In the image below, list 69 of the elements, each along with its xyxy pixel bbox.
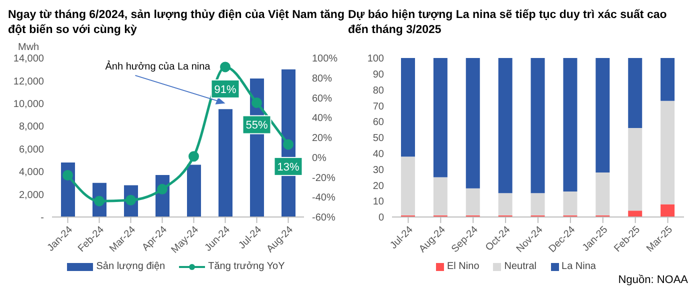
y-tick-label: 12,000 bbox=[13, 76, 44, 88]
bar bbox=[401, 58, 415, 157]
legend-label: Neutral bbox=[504, 261, 537, 272]
y-tick-label: 60 bbox=[372, 117, 384, 128]
y-tick-label: 2,000 bbox=[18, 190, 44, 201]
bar bbox=[660, 204, 675, 217]
y2-tick-label: -40% bbox=[312, 192, 336, 204]
bar bbox=[218, 109, 232, 217]
y2-tick-label: 60% bbox=[312, 93, 332, 104]
y2-tick-label: 80% bbox=[312, 73, 332, 84]
legend-label: Tăng trưởng YoY bbox=[208, 261, 285, 272]
y-tick-label: 8,000 bbox=[18, 122, 44, 133]
point bbox=[188, 151, 199, 162]
legend-label: El Nino bbox=[447, 261, 480, 272]
bar bbox=[563, 58, 578, 192]
bar bbox=[433, 58, 448, 178]
bar bbox=[660, 100, 675, 204]
y-axis-title: Mwh bbox=[18, 42, 40, 53]
point bbox=[62, 170, 73, 181]
bar bbox=[498, 193, 512, 216]
y-tick-label: 14,000 bbox=[13, 54, 44, 65]
data-label: 55% bbox=[246, 120, 268, 132]
data-label: 91% bbox=[214, 84, 236, 96]
chart-title: Ngay từ tháng 6/2024, sản lượng thủy điện của Việt Nam tăng đột biến so với cùng kỳ bbox=[8, 8, 346, 38]
data-label: 13% bbox=[277, 161, 300, 174]
bar bbox=[628, 128, 642, 211]
annotation: Ảnh hưởng của La nina bbox=[105, 60, 211, 72]
text: Nguồn: NOAA bbox=[617, 274, 688, 286]
bar bbox=[433, 177, 448, 216]
bar bbox=[530, 58, 545, 194]
y-tick-label: 30 bbox=[372, 164, 384, 176]
chart-title: Dự báo hiện tượng La nina sẽ tiếp tục duy trì xác suất cao đến tháng 3/2025 bbox=[348, 8, 668, 38]
y-tick-label: 50 bbox=[372, 133, 384, 144]
bar bbox=[466, 188, 480, 216]
bar bbox=[660, 58, 675, 101]
y-tick-label: 90 bbox=[372, 69, 384, 80]
bar bbox=[498, 58, 512, 194]
bar bbox=[401, 156, 415, 216]
y2-tick-label: 100% bbox=[312, 54, 338, 65]
bar bbox=[628, 210, 642, 217]
y-tick-label: 20 bbox=[372, 180, 384, 192]
y-tick-label: 70 bbox=[372, 101, 384, 112]
point bbox=[157, 184, 168, 194]
y2-tick-label: 40% bbox=[312, 113, 332, 124]
y2-tick-label: 20% bbox=[312, 133, 332, 144]
bar bbox=[596, 58, 610, 172]
y2-tick-label: -20% bbox=[312, 172, 336, 184]
y-tick-label: 100 bbox=[367, 54, 384, 65]
legend-label: Sản lượng điện bbox=[96, 261, 166, 272]
y2-tick-label: -60% bbox=[312, 212, 336, 224]
bar bbox=[628, 58, 642, 128]
y-tick-label: 40 bbox=[372, 148, 384, 160]
point bbox=[220, 62, 230, 72]
y-tick-label: 80 bbox=[372, 85, 384, 96]
bar bbox=[187, 164, 201, 217]
bar bbox=[563, 192, 578, 216]
y-tick-label: 6,000 bbox=[18, 144, 44, 156]
y-tick-label: 0 bbox=[378, 212, 384, 224]
y-tick-label: 10 bbox=[372, 196, 384, 208]
legend-label: La Nina bbox=[562, 261, 596, 272]
bar bbox=[596, 172, 610, 216]
y-tick-label: - bbox=[40, 212, 44, 224]
y2-tick-label: 0% bbox=[312, 152, 327, 164]
point bbox=[252, 97, 262, 108]
y-tick-label: 10,000 bbox=[13, 98, 44, 110]
bar bbox=[466, 58, 480, 188]
y-tick-label: 4,000 bbox=[18, 167, 44, 178]
point bbox=[283, 139, 294, 150]
bar bbox=[530, 193, 545, 216]
